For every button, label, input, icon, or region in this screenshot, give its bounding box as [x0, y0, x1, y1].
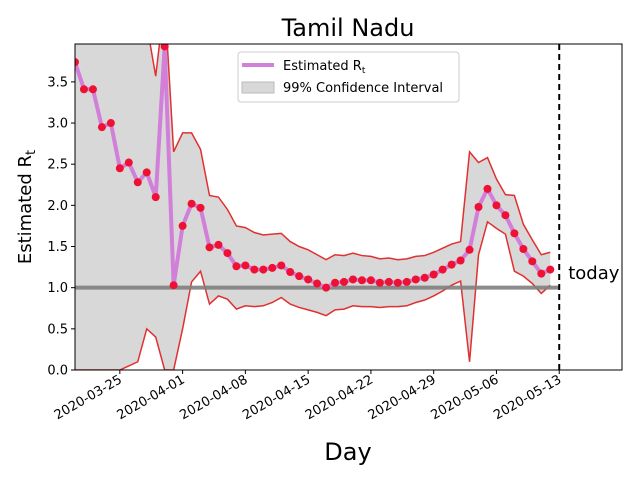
estimate-point [205, 243, 214, 252]
estimate-point [528, 257, 537, 266]
estimate-point [322, 283, 331, 292]
estimate-point [232, 262, 241, 271]
estimate-point [474, 203, 483, 211]
y-axis-label: Estimated Rt [15, 150, 39, 264]
estimate-point [277, 261, 286, 270]
estimate-point [214, 240, 223, 249]
x-tick-label: 2020-05-13 [491, 372, 564, 423]
estimate-point [357, 276, 366, 285]
y-tick-label: 1.5 [47, 240, 68, 255]
estimate-point [295, 272, 304, 281]
estimate-point [429, 270, 438, 279]
estimate-point [483, 184, 492, 193]
estimate-point [223, 249, 232, 258]
estimate-point [75, 58, 79, 67]
estimate-point [196, 203, 205, 212]
y-tick-label: 1.0 [47, 281, 68, 296]
estimate-point [286, 268, 295, 277]
y-axis-label-subscript: t [24, 150, 39, 155]
y-tick-label: 3.0 [47, 117, 68, 132]
confidence-lower [75, 220, 551, 370]
x-tick-label: 2020-05-06 [429, 372, 502, 423]
plot-area [75, 44, 560, 370]
estimate-point [375, 278, 384, 287]
chart-title: Tamil Nadu [281, 14, 415, 42]
confidence-upper [149, 44, 551, 261]
estimate-point [169, 281, 178, 290]
x-tick-label: 2020-04-22 [303, 372, 376, 423]
estimate-point [142, 168, 151, 177]
estimate-point [115, 164, 124, 173]
estimate-point [304, 275, 313, 284]
y-tick-label: 0.5 [47, 322, 68, 337]
legend-box [237, 51, 460, 103]
estimate-point [250, 265, 259, 274]
y-tick-label: 0.0 [47, 364, 68, 379]
estimate-point [501, 211, 510, 220]
estimate-point [178, 221, 187, 230]
x-axis-label: Day [324, 438, 371, 466]
estimate-point [124, 158, 133, 167]
estimate-point [393, 278, 402, 287]
legend-swatch-band [241, 81, 275, 94]
today-label: today [568, 263, 620, 284]
y-tick-label: 3.5 [47, 75, 68, 90]
estimate-point [106, 119, 115, 128]
estimate-point [420, 273, 429, 282]
estimate-point [79, 85, 88, 94]
estimate-point [411, 275, 420, 284]
estimate-point [384, 277, 393, 286]
x-tick-label: 2020-04-29 [366, 372, 439, 423]
estimate-point [340, 277, 349, 286]
estimate-point [438, 265, 447, 274]
x-tick-label: 2020-04-08 [177, 372, 250, 423]
estimate-point [465, 245, 474, 254]
y-tick-label: 2.0 [47, 199, 68, 214]
estimate-point [151, 193, 160, 202]
estimate-point [366, 276, 375, 285]
estimate-point [241, 261, 250, 270]
estimate-point [447, 260, 456, 269]
estimate-point [88, 85, 97, 94]
x-tick-label: 2020-04-01 [115, 372, 188, 423]
estimate-point [259, 265, 268, 274]
legend-label: Estimated Rt [283, 59, 366, 76]
estimate-point [313, 279, 322, 288]
y-tick-label: 2.5 [47, 158, 68, 173]
legend-label-text: Estimated R [283, 59, 362, 74]
estimate-point [456, 256, 465, 265]
legend-label: 99% Confidence Interval [283, 81, 443, 96]
estimate-point [492, 201, 501, 210]
estimate-point [519, 244, 528, 253]
estimate-point [537, 269, 546, 278]
estimate-point [97, 123, 106, 132]
legend-label-subscript: t [362, 66, 366, 76]
x-tick-label: 2020-04-15 [240, 372, 313, 423]
estimate-point [546, 265, 555, 274]
estimate-point [348, 275, 357, 284]
estimate-point [133, 178, 142, 187]
estimate-point [268, 263, 277, 272]
estimate-point [187, 199, 196, 208]
estimate-point [402, 277, 411, 286]
x-tick-label: 2020-03-25 [52, 372, 125, 423]
legend: Estimated Rt 99% Confidence Interval [237, 51, 460, 103]
axes-frame [74, 43, 623, 371]
y-axis-label-text: Estimated R [15, 155, 36, 264]
estimate-point [510, 229, 519, 238]
estimate-line [75, 46, 552, 290]
estimate-point [160, 44, 169, 51]
estimate-point [331, 278, 340, 287]
